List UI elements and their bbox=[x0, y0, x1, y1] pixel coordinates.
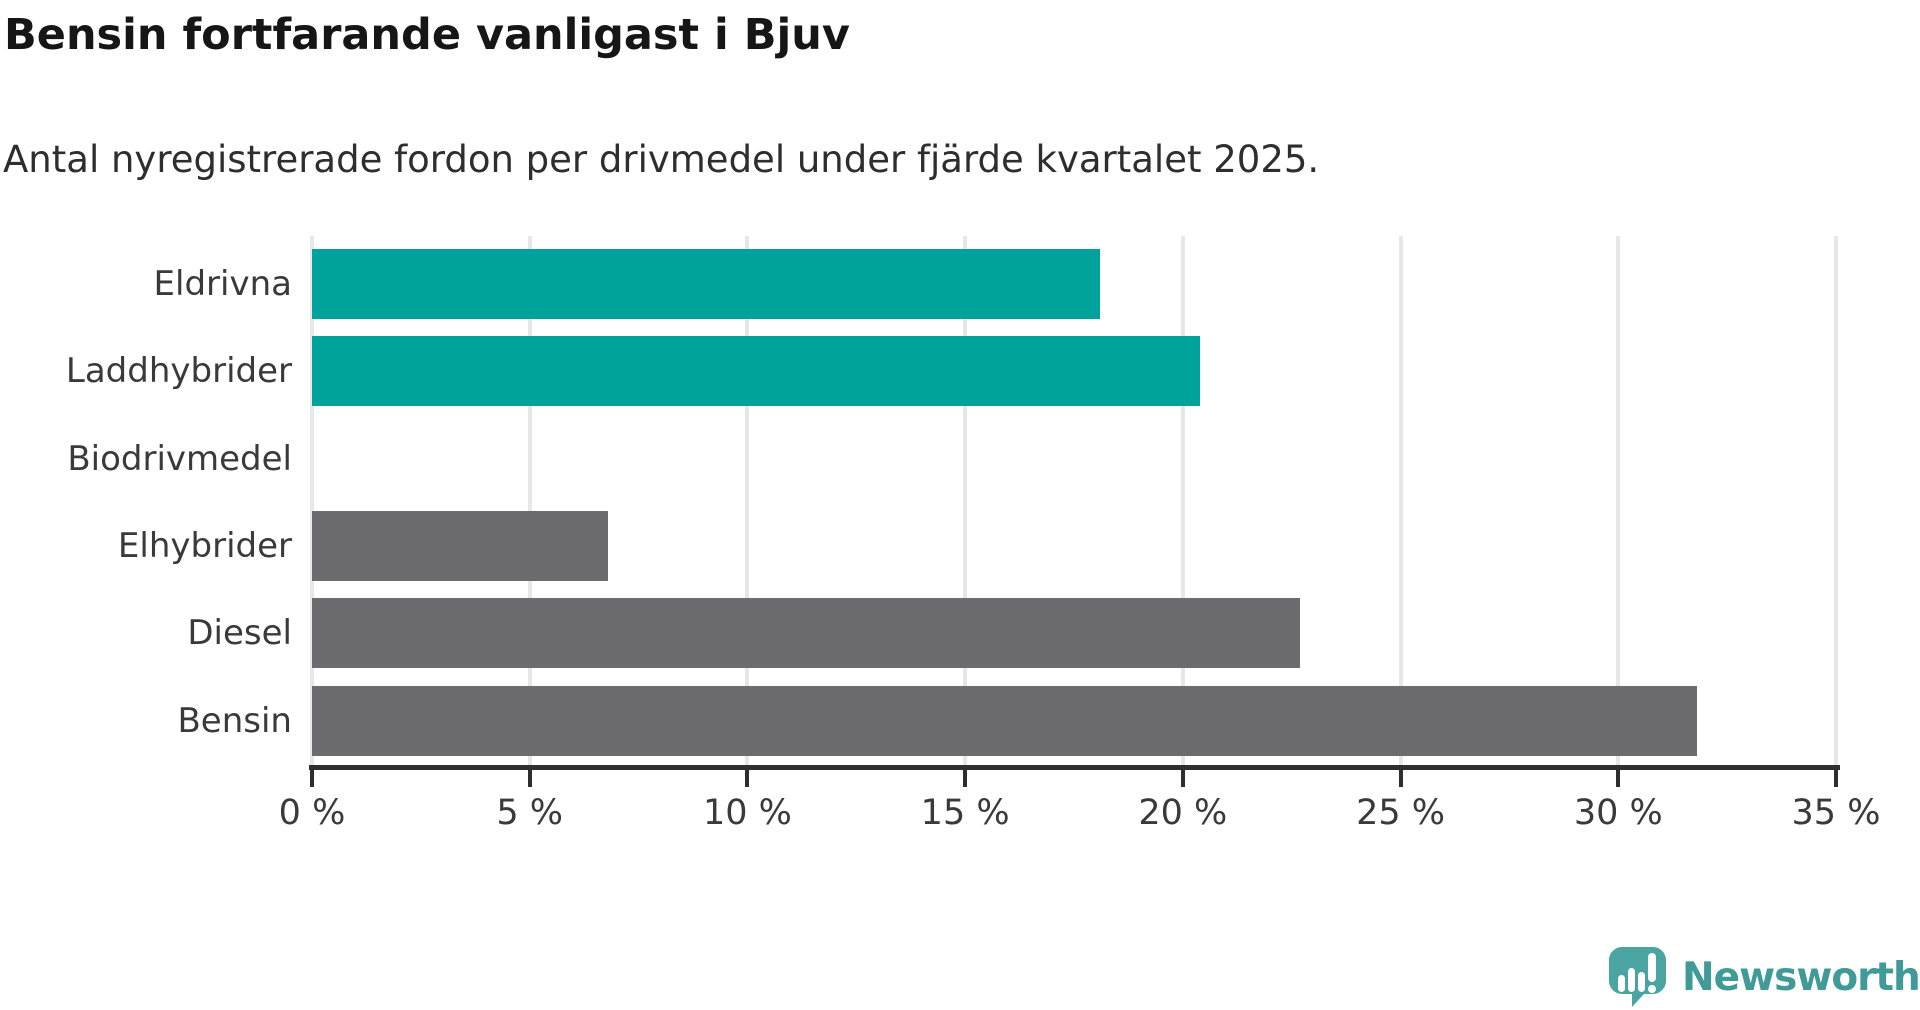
gridline-30 bbox=[1616, 236, 1621, 765]
x-axis-tick-20 bbox=[1180, 770, 1185, 787]
x-tick-label-5: 5 % bbox=[496, 793, 564, 833]
chart-subtitle: Antal nyregistrerade fordon per drivmede… bbox=[3, 138, 1320, 181]
x-axis-tick-25 bbox=[1398, 770, 1403, 787]
x-axis-tick-15 bbox=[963, 770, 968, 787]
x-axis-line bbox=[309, 765, 1840, 770]
gridline-0 bbox=[310, 236, 314, 765]
logo-exclamation-dot bbox=[1648, 985, 1656, 993]
x-tick-label-30: 30 % bbox=[1573, 793, 1663, 833]
newsworthy-logo-icon bbox=[1609, 947, 1666, 1007]
x-axis-tick-10 bbox=[745, 770, 750, 787]
gridline-5 bbox=[527, 236, 532, 765]
bar-elhybrider bbox=[312, 510, 609, 581]
newsworthy-logo: Newsworthy bbox=[1606, 946, 1920, 1008]
bar-diesel bbox=[312, 598, 1301, 669]
category-label-laddhybrider: Laddhybrider bbox=[65, 351, 292, 392]
bar-bensin bbox=[312, 685, 1697, 756]
x-axis-tick-5 bbox=[527, 770, 532, 787]
x-tick-label-20: 20 % bbox=[1138, 793, 1228, 833]
x-tick-label-10: 10 % bbox=[702, 793, 792, 833]
gridline-15 bbox=[963, 236, 968, 765]
gridline-25 bbox=[1398, 236, 1403, 765]
category-label-biodrivmedel: Biodrivmedel bbox=[67, 438, 292, 479]
bar-laddhybrider bbox=[312, 336, 1201, 407]
x-tick-label-25: 25 % bbox=[1356, 793, 1446, 833]
logo-minibar-1 bbox=[1618, 975, 1625, 992]
bar-eldrivna bbox=[312, 249, 1101, 319]
chart-title: Bensin fortfarande vanligast i Bjuv bbox=[4, 10, 850, 60]
gridline-10 bbox=[745, 236, 750, 765]
gridline-20 bbox=[1180, 236, 1185, 765]
logo-minibar-2 bbox=[1628, 968, 1635, 992]
logo-exclamation-bar bbox=[1648, 953, 1656, 982]
x-axis-tick-35 bbox=[1834, 770, 1838, 787]
x-tick-label-15: 15 % bbox=[920, 793, 1010, 833]
x-tick-label-35: 35 % bbox=[1791, 793, 1881, 833]
x-axis-tick-30 bbox=[1616, 770, 1621, 787]
gridline-35 bbox=[1834, 236, 1838, 765]
newsworthy-logo-text: Newsworthy bbox=[1682, 954, 1920, 1000]
category-label-elhybrider: Elhybrider bbox=[117, 525, 292, 566]
logo-minibar-3 bbox=[1638, 972, 1645, 992]
category-label-eldrivna: Eldrivna bbox=[153, 264, 292, 304]
category-label-diesel: Diesel bbox=[187, 613, 292, 654]
x-tick-label-0: 0 % bbox=[278, 793, 346, 833]
x-axis-tick-0 bbox=[310, 770, 314, 787]
category-label-bensin: Bensin bbox=[177, 700, 292, 741]
